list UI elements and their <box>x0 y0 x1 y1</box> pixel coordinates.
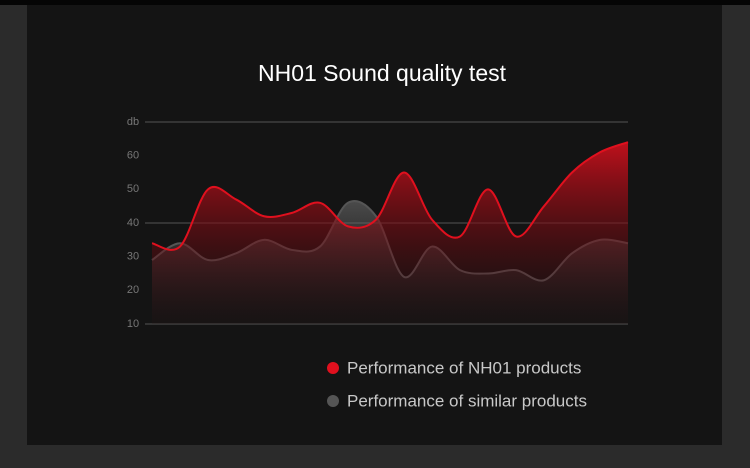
top-strip <box>0 0 750 5</box>
legend-marker <box>327 362 339 374</box>
line <box>151 141 629 251</box>
legend-label: Performance of similar products <box>347 391 587 410</box>
y-tick-label: 50 <box>127 183 139 195</box>
area <box>152 142 628 324</box>
y-tick-label: 60 <box>127 150 139 162</box>
y-tick-label: 30 <box>127 251 139 263</box>
y-tick-label: 40 <box>127 217 139 229</box>
chart-title: NH01 Sound quality test <box>258 60 507 86</box>
y-tick-label: 10 <box>127 318 139 330</box>
legend-marker <box>327 395 339 407</box>
y-tick-label: 20 <box>127 284 139 296</box>
y-tick-label: db <box>127 116 139 128</box>
legend-label: Performance of NH01 products <box>347 358 581 377</box>
